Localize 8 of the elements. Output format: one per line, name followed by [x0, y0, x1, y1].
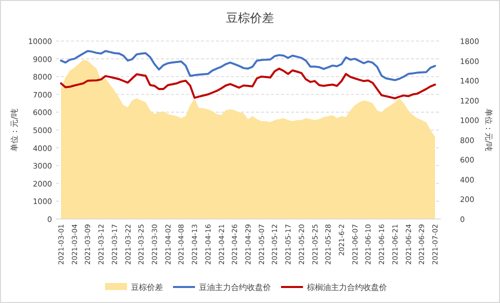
legend-label: 豆油主力合约收盘价 [199, 283, 271, 292]
line-series [60, 50, 436, 82]
chart-title: 豆棕价差 [226, 11, 274, 25]
legend-label: 豆棕价差 [131, 283, 163, 292]
y2-axis-title: 单位：元/吨 [484, 108, 493, 152]
line-series [60, 68, 436, 100]
y-axis-title: 单位：元/吨 [10, 108, 19, 152]
legend-label: 棕榈油主力合约收盘价 [307, 283, 387, 292]
